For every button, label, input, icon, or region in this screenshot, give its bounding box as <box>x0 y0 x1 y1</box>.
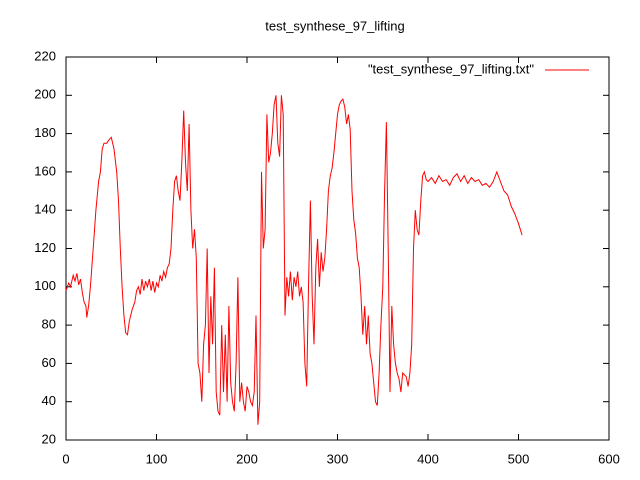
x-tick-label: 300 <box>327 451 349 466</box>
y-tick-label: 100 <box>34 278 56 293</box>
y-tick-label: 200 <box>34 87 56 102</box>
x-tick-label: 0 <box>62 451 69 466</box>
y-tick-label: 120 <box>34 240 56 255</box>
y-tick-label: 160 <box>34 163 56 178</box>
legend-label: "test_synthese_97_lifting.txt" <box>368 61 534 76</box>
y-tick-label: 40 <box>42 393 56 408</box>
y-tick-label: 60 <box>42 355 56 370</box>
x-tick-label: 400 <box>417 451 439 466</box>
y-tick-label: 80 <box>42 317 56 332</box>
x-tick-label: 600 <box>598 451 620 466</box>
y-tick-label: 140 <box>34 202 56 217</box>
y-tick-label: 180 <box>34 125 56 140</box>
x-tick-label: 500 <box>508 451 530 466</box>
x-tick-label: 100 <box>146 451 168 466</box>
x-tick-label: 200 <box>236 451 258 466</box>
chart-title: test_synthese_97_lifting <box>265 18 404 33</box>
y-tick-label: 220 <box>34 48 56 63</box>
y-tick-label: 20 <box>42 431 56 446</box>
data-line <box>65 95 523 425</box>
